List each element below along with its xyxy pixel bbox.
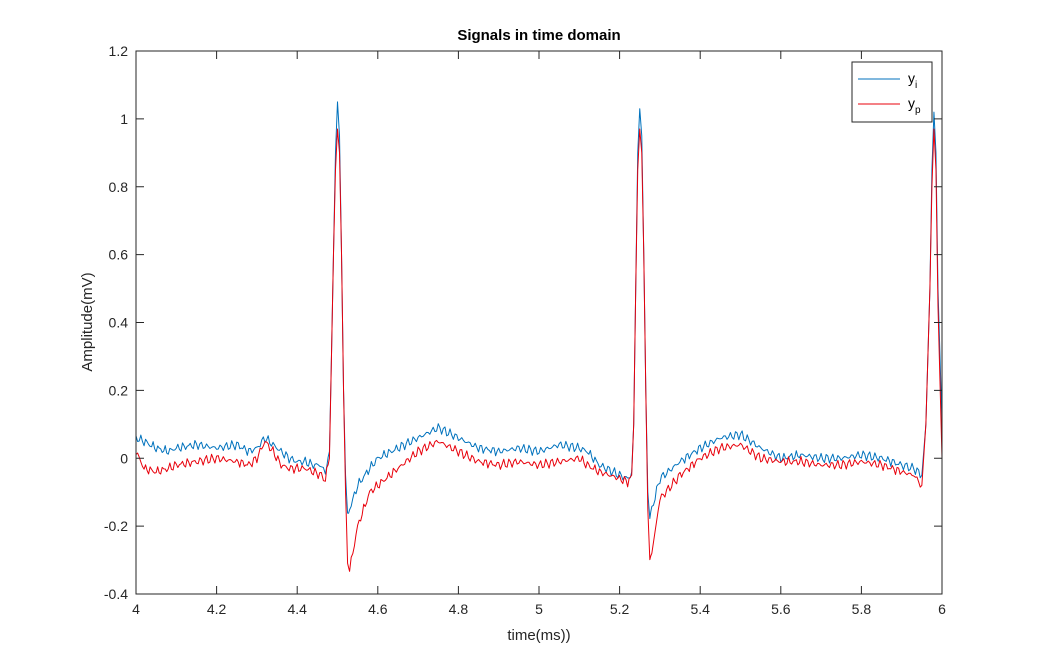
y-tick-label: 0.2 [109,382,129,398]
y-tick-label: 0.8 [109,179,129,195]
y-tick-label: 0.6 [109,247,129,263]
x-tick-label: 5.6 [771,601,791,617]
x-tick-label: 5.4 [690,601,710,617]
x-axis-ticks: 4 4.2 4.4 4.6 4.8 5 5.2 5.4 5.6 5.8 6 [132,51,946,617]
y-tick-label: 1 [120,111,128,127]
x-axis-label: time(ms)) [507,627,570,644]
legend-label-base: y [908,70,915,86]
x-tick-label: 5 [535,601,543,617]
axes-background [136,51,942,594]
x-tick-label: 5.8 [852,601,872,617]
legend-label-i: yi [908,70,917,91]
legend-label-base: y [908,95,915,111]
legend-label-p: yp [908,95,921,116]
x-tick-label: 4.2 [207,601,227,617]
y-tick-label: 0 [120,450,128,466]
legend-label-subscript: p [915,105,921,116]
x-tick-label: 4.6 [368,601,388,617]
series-line-i [136,101,942,520]
y-tick-label: -0.4 [104,586,128,602]
chart-title: Signals in time domain [457,27,620,44]
y-tick-label: -0.2 [104,518,128,534]
x-tick-label: 4.8 [449,601,469,617]
series-line-p [136,128,942,572]
x-tick-label: 6 [938,601,946,617]
y-axis-ticks: -0.4 -0.2 0 0.2 0.4 0.6 0.8 1 1.2 [104,43,942,602]
y-tick-label: 1.2 [109,43,129,59]
legend-box [851,61,933,123]
x-tick-label: 4 [132,601,140,617]
plot-area: 4 4.2 4.4 4.6 4.8 5 5.2 5.4 5.6 5.8 6 -0.4 -0.2 0 0.2… [104,43,946,617]
series-layer [136,101,942,572]
y-axis-label: Amplitude(mV) [79,272,96,371]
legend-label-subscript: i [915,80,917,91]
x-tick-label: 4.4 [287,601,307,617]
y-tick-label: 0.4 [109,315,129,331]
x-tick-label: 5.2 [610,601,630,617]
